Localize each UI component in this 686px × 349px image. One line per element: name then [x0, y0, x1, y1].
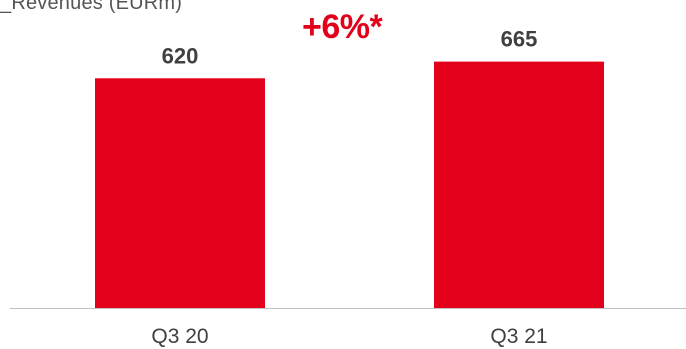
x-tick-label-q3-21: Q3 21	[490, 325, 547, 348]
growth-annotation: +6%*	[302, 8, 383, 46]
bar-q3-21	[434, 61, 604, 309]
chart-title: _Revenues (EURm)	[0, 0, 183, 14]
x-tick-label-q3-20: Q3 20	[151, 325, 208, 348]
data-label-q3-20: 620	[162, 43, 199, 68]
bar-q3-20	[95, 78, 265, 308]
data-label-q3-21: 665	[501, 27, 538, 52]
